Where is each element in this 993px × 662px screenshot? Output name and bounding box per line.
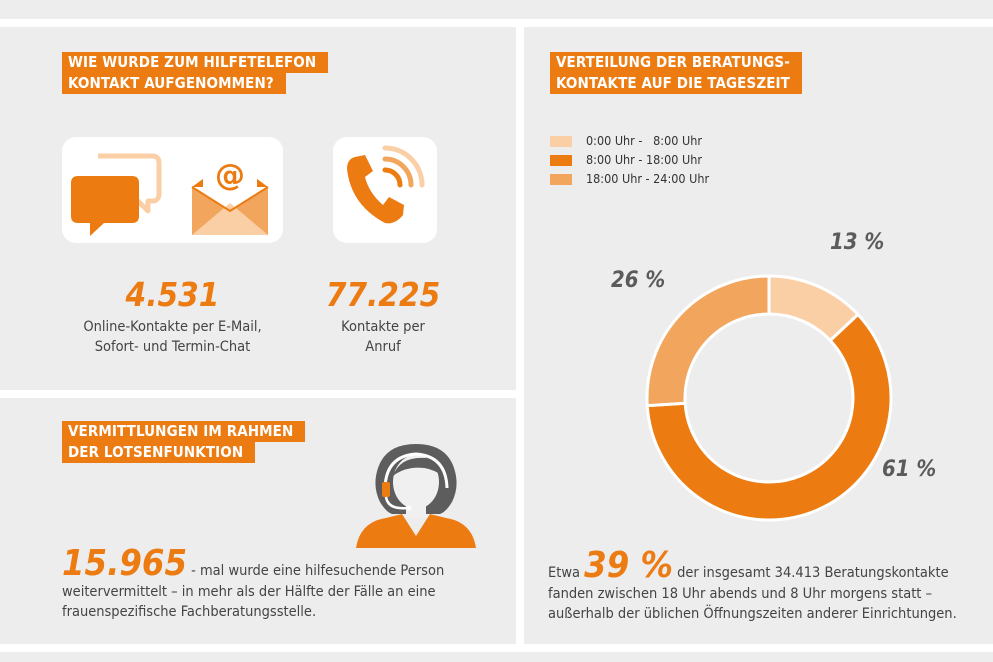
phone-icon-card bbox=[333, 137, 437, 243]
slice-label-8-18: 61 % bbox=[882, 457, 937, 482]
summary-line-2: fanden zwischen 18 Uhr abends und 8 Uhr … bbox=[548, 586, 933, 602]
chart-title: VERTEILUNG DER BERATUNGS- KONTAKTE AUF D… bbox=[550, 52, 802, 94]
phone-contacts-number: 77.225 bbox=[325, 275, 441, 314]
chart-legend: 0:00 Uhr - 8:00 Uhr 8:00 Uhr - 18:00 Uhr… bbox=[550, 132, 740, 189]
legend-swatch bbox=[550, 174, 572, 185]
summary-prefix: Etwa bbox=[548, 565, 585, 581]
summary-text: Etwa 39 % der insgesamt 34.413 Beratungs… bbox=[548, 548, 988, 624]
contact-heading-line-2: KONTAKT AUFGENOMMEN? bbox=[62, 73, 286, 94]
online-contacts-caption: Online-Kontakte per E-Mail, Sofort- und … bbox=[52, 317, 293, 357]
phone-caption-line-1: Kontakte per bbox=[341, 319, 425, 335]
referral-line-3: frauenspezifische Fachberatungsstelle. bbox=[62, 604, 317, 620]
online-caption-line-1: Online-Kontakte per E-Mail, bbox=[83, 319, 262, 335]
legend-label: 8:00 Uhr - 18:00 Uhr bbox=[586, 152, 702, 167]
legend-swatch bbox=[550, 155, 572, 166]
online-contacts-number: 4.531 bbox=[125, 275, 220, 314]
summary-line-1: Etwa 39 % der insgesamt 34.413 Beratungs… bbox=[548, 548, 988, 584]
referral-number: 15.965 bbox=[62, 543, 187, 584]
referral-line-1-text: - mal wurde eine hilfesuchende Person bbox=[186, 563, 445, 579]
legend-label: 0:00 Uhr - 8:00 Uhr bbox=[586, 133, 702, 148]
phone-icon bbox=[347, 145, 425, 224]
referral-heading-line-2: DER LOTSENFUNKTION bbox=[62, 442, 256, 463]
phone-caption-line-2: Anruf bbox=[365, 339, 401, 355]
referral-text: 15.965 - mal wurde eine hilfesuchende Pe… bbox=[62, 546, 502, 622]
chat-bubbles-icon bbox=[71, 153, 162, 236]
contact-heading: WIE WURDE ZUM HILFETELEFON KONTAKT AUFGE… bbox=[62, 52, 329, 94]
summary-line-1-text: der insgesamt 34.413 Beratungskontakte bbox=[672, 565, 949, 581]
legend-swatch bbox=[550, 136, 572, 147]
bottom-strip bbox=[0, 652, 993, 662]
contact-heading-line-1: WIE WURDE ZUM HILFETELEFON bbox=[62, 52, 329, 73]
referral-panel: VERMITTLUNGEN IM RAHMEN DER LOTSENFUNKTI… bbox=[0, 398, 516, 644]
legend-item: 18:00 Uhr - 24:00 Uhr bbox=[550, 170, 740, 189]
chart-title-line-1: VERTEILUNG DER BERATUNGS- bbox=[550, 52, 802, 73]
online-caption-line-2: Sofort- und Termin-Chat bbox=[94, 339, 251, 355]
slice-label-0-8: 13 % bbox=[830, 230, 885, 255]
legend-item: 8:00 Uhr - 18:00 Uhr bbox=[550, 151, 740, 170]
online-icons-card: @ bbox=[62, 137, 283, 243]
legend-item: 0:00 Uhr - 8:00 Uhr bbox=[550, 132, 740, 151]
referral-line-1: 15.965 - mal wurde eine hilfesuchende Pe… bbox=[62, 546, 502, 582]
top-strip bbox=[0, 0, 993, 19]
legend-label: 18:00 Uhr - 24:00 Uhr bbox=[586, 171, 710, 186]
headset-agent-icon bbox=[356, 444, 476, 548]
email-envelope-icon: @ bbox=[191, 148, 269, 235]
summary-line-3: außerhalb der üblichen Öffnungszeiten an… bbox=[548, 606, 957, 622]
referral-heading-line-1: VERMITTLUNGEN IM RAHMEN bbox=[62, 421, 306, 442]
phone-contacts-caption: Kontakte per Anruf bbox=[313, 317, 453, 357]
contact-panel: WIE WURDE ZUM HILFETELEFON KONTAKT AUFGE… bbox=[0, 27, 516, 390]
summary-percent: 39 % bbox=[584, 545, 673, 586]
slice-label-18-24: 26 % bbox=[611, 268, 666, 293]
chart-title-line-2: KONTAKTE AUF DIE TAGESZEIT bbox=[550, 73, 802, 94]
referral-line-2: weitervermittelt – in mehr als der Hälft… bbox=[62, 584, 436, 600]
svg-text:@: @ bbox=[215, 158, 245, 193]
referral-heading: VERMITTLUNGEN IM RAHMEN DER LOTSENFUNKTI… bbox=[62, 421, 306, 463]
